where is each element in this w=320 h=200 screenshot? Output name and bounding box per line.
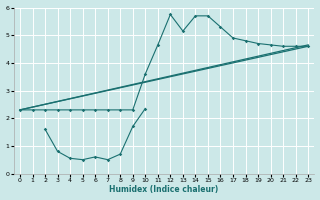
X-axis label: Humidex (Indice chaleur): Humidex (Indice chaleur) [109, 185, 219, 194]
